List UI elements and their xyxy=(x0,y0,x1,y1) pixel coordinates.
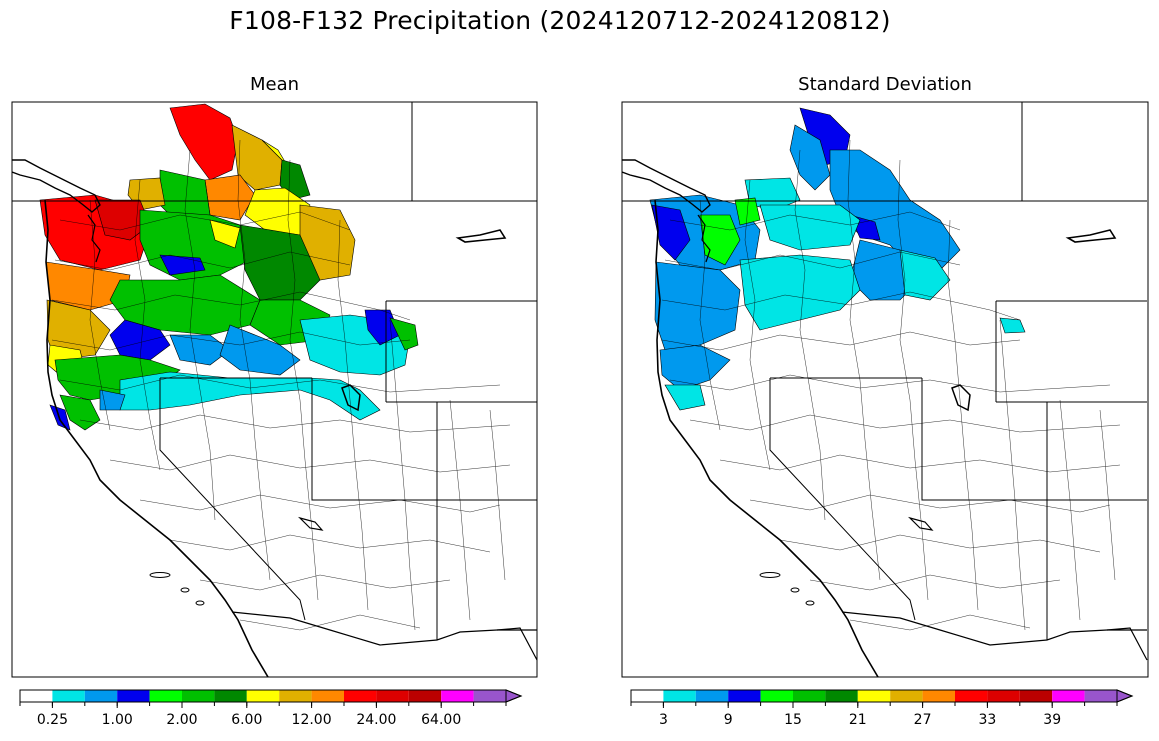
mean-colorbar-segment xyxy=(214,690,247,702)
stddev-map xyxy=(622,102,1148,677)
mean-panel-title: Mean xyxy=(249,74,300,95)
mean-colorbar-segment xyxy=(52,690,85,702)
stddev-colorbar-tick-label: 33 xyxy=(978,712,996,728)
stddev-colorbar-tick-label: 21 xyxy=(849,712,867,728)
stddev-colorbar: 3 9 15 21 27 33 39 xyxy=(630,689,1134,728)
stddev-colorbar-segment xyxy=(1084,690,1117,702)
mean-colorbar-tick-label: 12.00 xyxy=(292,712,332,728)
stddev-colorbar-segment xyxy=(760,690,793,702)
mean-colorbar-segment xyxy=(117,690,150,702)
mean-colorbar-segment xyxy=(376,690,409,702)
stddev-colorbar-segment xyxy=(793,690,826,702)
stddev-colorbar-segment xyxy=(857,690,891,702)
stddev-colorbar-tick-label: 9 xyxy=(724,712,733,728)
stddev-colorbar-tick-label: 27 xyxy=(914,712,932,728)
mean-colorbar-segment xyxy=(84,690,118,702)
mean-colorbar-segment xyxy=(182,690,215,702)
mean-colorbar-tick-label: 2.00 xyxy=(166,712,197,728)
figure-title: F108-F132 Precipitation (2024120712-2024… xyxy=(229,6,891,35)
stddev-colorbar-tick-label: 3 xyxy=(659,712,668,728)
mean-colorbar-segment xyxy=(408,690,442,702)
stddev-colorbar-tick-label: 15 xyxy=(784,712,802,728)
stddev-colorbar-segment xyxy=(728,690,761,702)
mean-colorbar-tick-label: 64.00 xyxy=(421,712,461,728)
stddev-colorbar-segment xyxy=(631,690,664,702)
mean-colorbar-segment xyxy=(246,690,280,702)
mean-colorbar-tick-label: 0.25 xyxy=(37,712,68,728)
stddev-colorbar-tick-label: 39 xyxy=(1043,712,1061,728)
mean-colorbar-segment xyxy=(344,690,377,702)
mean-colorbar-tick-label: 1.00 xyxy=(102,712,133,728)
stddev-map-frame xyxy=(621,101,1149,678)
mean-colorbar-segment xyxy=(279,690,312,702)
mean-colorbar-segment xyxy=(20,690,53,702)
stddev-panel-title: Standard Deviation xyxy=(798,74,972,95)
mean-map-frame xyxy=(11,101,538,678)
mean-map xyxy=(12,102,537,677)
mean-colorbar-segment xyxy=(149,690,182,702)
mean-colorbar-segment xyxy=(441,690,474,702)
stddev-colorbar-segment xyxy=(1052,690,1085,702)
stddev-colorbar-segment xyxy=(987,690,1020,702)
stddev-colorbar-segment xyxy=(922,690,955,702)
stddev-colorbar-segment xyxy=(1019,690,1053,702)
mean-colorbar-segment xyxy=(473,690,506,702)
stddev-colorbar-segment xyxy=(955,690,988,702)
mean-colorbar-extend-arrow xyxy=(505,689,523,703)
stddev-colorbar-segment xyxy=(890,690,923,702)
stddev-colorbar-segment xyxy=(825,690,858,702)
stddev-colorbar-segment xyxy=(695,690,729,702)
mean-colorbar-tick-label: 24.00 xyxy=(356,712,396,728)
stddev-colorbar-segment xyxy=(663,690,696,702)
mean-colorbar: 0.25 1.00 2.00 6.00 12.00 24.00 64.00 xyxy=(19,689,523,728)
stddev-colorbar-extend-arrow xyxy=(1116,689,1134,703)
mean-colorbar-tick-label: 6.00 xyxy=(231,712,262,728)
mean-colorbar-segment xyxy=(311,690,344,702)
